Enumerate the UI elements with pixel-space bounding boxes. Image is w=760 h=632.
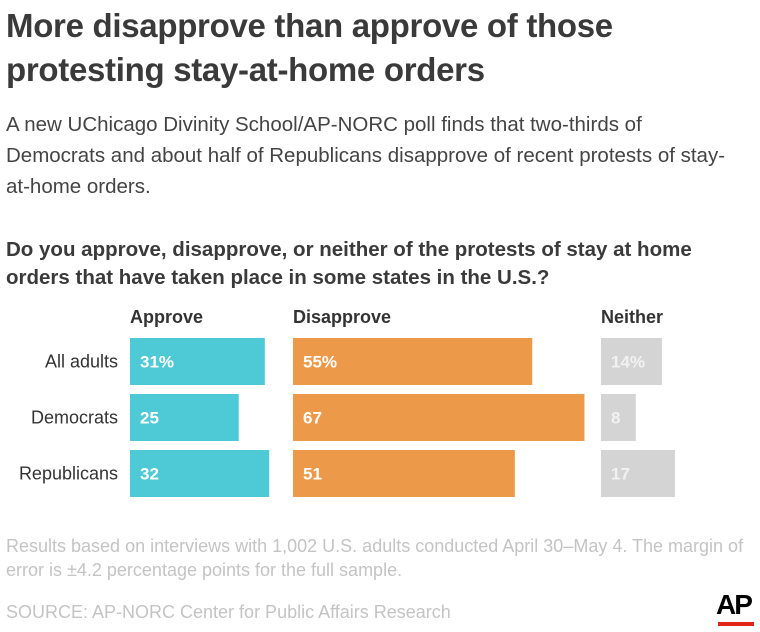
- methodology-note: Results based on interviews with 1,002 U…: [6, 536, 744, 580]
- ap-logo-text: AP: [716, 589, 753, 620]
- bar-neither: [601, 450, 675, 497]
- category-label: All adults: [45, 352, 118, 372]
- data-label-disapprove: 55%: [303, 353, 337, 372]
- chart-subtitle: A new UChicago Divinity School/AP-NORC p…: [6, 113, 726, 198]
- series-header-neither: Neither: [601, 307, 663, 327]
- bar-approve: [130, 450, 270, 497]
- data-label-disapprove: 67: [303, 409, 322, 428]
- data-label-neither: 17: [611, 465, 630, 484]
- source-note: SOURCE: AP-NORC Center for Public Affair…: [6, 602, 451, 622]
- ap-logo: AP: [716, 590, 760, 630]
- data-label-approve: 25: [140, 409, 159, 428]
- survey-question: Do you approve, disapprove, or neither o…: [6, 238, 692, 289]
- data-label-neither: 8: [611, 409, 620, 428]
- data-label-neither: 14%: [611, 353, 645, 372]
- data-label-approve: 31%: [140, 353, 174, 372]
- bar-disapprove: [293, 450, 515, 497]
- series-header-approve: Approve: [130, 307, 203, 327]
- bar-approve: [130, 338, 265, 385]
- ap-logo-underline: [718, 622, 754, 626]
- category-label: Republicans: [19, 464, 118, 484]
- bar-approve: [130, 394, 239, 441]
- bar-disapprove: [293, 338, 533, 385]
- data-label-approve: 32: [140, 465, 159, 484]
- category-label: Democrats: [31, 408, 118, 428]
- data-label-disapprove: 51: [303, 465, 322, 484]
- bar-chart: Approve Disapprove Neither All adults Democr…: [19, 307, 675, 497]
- bar-neither: [601, 394, 636, 441]
- bar-neither: [601, 338, 662, 385]
- series-header-disapprove: Disapprove: [293, 307, 391, 327]
- chart-title: More disapprove than approve of those pr…: [6, 7, 613, 88]
- bar-disapprove: [293, 394, 585, 441]
